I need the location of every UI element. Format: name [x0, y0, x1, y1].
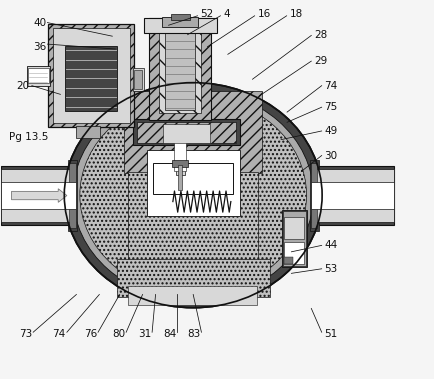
Text: 16: 16 — [258, 9, 271, 19]
Bar — [27, 68, 49, 83]
Bar — [174, 141, 186, 171]
Bar — [135, 70, 142, 89]
Bar — [311, 166, 395, 226]
Text: 49: 49 — [324, 126, 338, 136]
Bar — [1, 182, 76, 209]
Text: 18: 18 — [289, 9, 303, 19]
Bar — [283, 211, 306, 266]
Bar — [117, 259, 270, 297]
Text: 52: 52 — [201, 9, 214, 19]
Bar — [171, 14, 190, 20]
Bar — [53, 28, 130, 124]
Text: 76: 76 — [84, 329, 97, 339]
Bar — [144, 19, 217, 33]
Bar — [159, 33, 201, 113]
Text: 74: 74 — [53, 329, 66, 339]
Circle shape — [80, 96, 306, 294]
Text: 83: 83 — [187, 329, 201, 339]
Bar — [178, 165, 182, 190]
Bar — [311, 163, 317, 228]
Bar — [124, 91, 263, 172]
Bar — [147, 150, 240, 216]
Circle shape — [73, 90, 313, 300]
Text: 80: 80 — [112, 329, 125, 339]
Text: 75: 75 — [324, 102, 338, 112]
Text: 31: 31 — [138, 329, 151, 339]
Bar — [76, 126, 100, 138]
Bar — [284, 257, 293, 264]
Bar — [128, 172, 258, 262]
Bar — [137, 122, 236, 143]
Text: 53: 53 — [324, 264, 338, 274]
Circle shape — [64, 83, 322, 308]
Text: 73: 73 — [19, 329, 32, 339]
Bar — [282, 210, 307, 267]
Text: 20: 20 — [16, 81, 30, 91]
Text: 30: 30 — [324, 150, 337, 161]
Bar — [311, 182, 395, 209]
Bar — [68, 160, 77, 231]
Bar — [284, 242, 303, 264]
Bar — [153, 163, 233, 194]
Bar — [310, 160, 319, 231]
Bar — [162, 17, 198, 27]
Bar — [311, 169, 395, 222]
Text: 51: 51 — [324, 329, 338, 339]
Text: Pg 13.5: Pg 13.5 — [10, 132, 49, 143]
Bar — [133, 68, 144, 91]
Bar — [26, 66, 50, 86]
Text: 36: 36 — [33, 42, 46, 52]
Bar — [149, 18, 211, 120]
Bar — [176, 138, 184, 175]
Text: 28: 28 — [314, 30, 328, 41]
Bar — [65, 45, 118, 111]
Bar — [133, 119, 240, 145]
Text: 74: 74 — [324, 81, 338, 91]
Bar — [163, 124, 210, 143]
Bar — [1, 169, 76, 222]
Bar — [128, 286, 257, 305]
Text: 40: 40 — [33, 17, 46, 28]
Bar — [172, 160, 188, 167]
Text: 84: 84 — [163, 329, 177, 339]
FancyArrow shape — [12, 189, 67, 202]
Bar — [165, 33, 195, 110]
Bar — [48, 25, 134, 127]
Bar — [284, 218, 303, 240]
Text: 4: 4 — [224, 9, 230, 19]
Text: 44: 44 — [324, 240, 338, 251]
Text: 29: 29 — [314, 56, 328, 66]
Bar — [1, 166, 76, 226]
Bar — [69, 163, 76, 228]
